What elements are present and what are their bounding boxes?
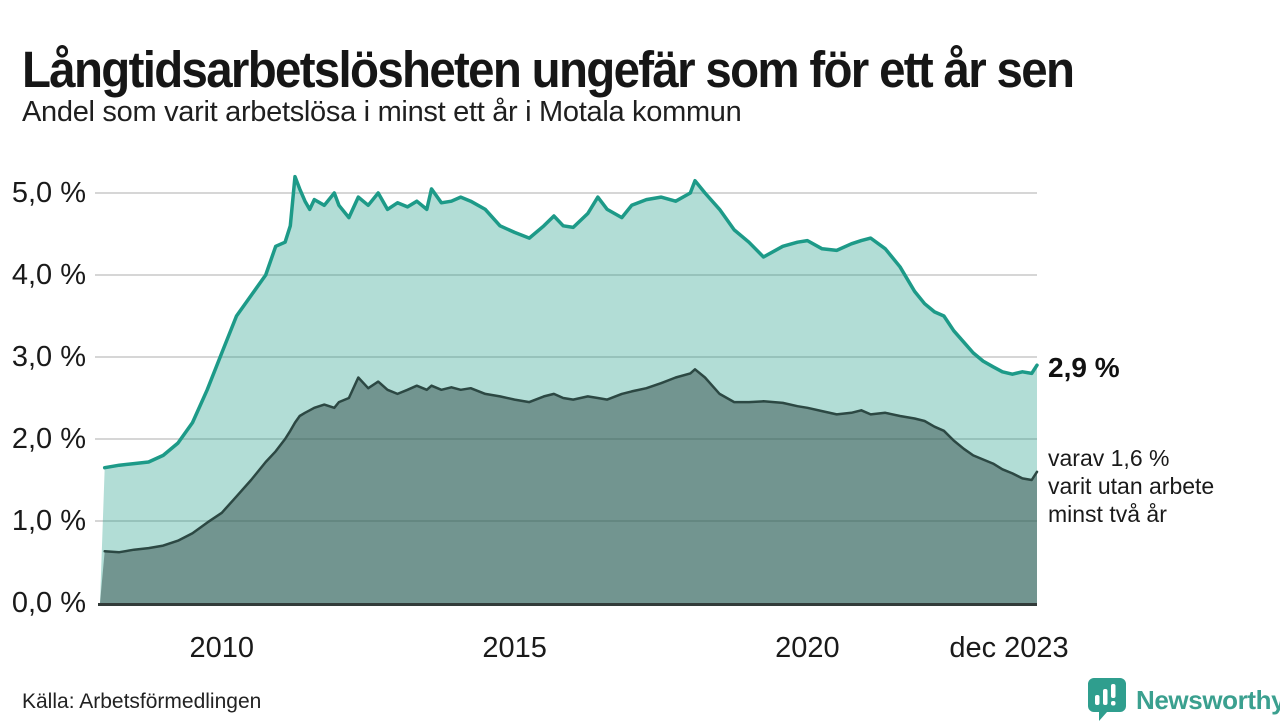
x-tick-label: 2015 — [482, 632, 547, 664]
newsworthy-icon — [1088, 678, 1126, 721]
newsworthy-logo: Newsworthy — [1084, 676, 1280, 722]
line-two-years — [103, 368, 1039, 554]
newsworthy-wordmark: Newsworthy — [1136, 684, 1280, 715]
secondary-value-label: varav 1,6 % varit utan arbete minst två … — [1048, 444, 1214, 528]
area-two-years — [100, 369, 1037, 603]
page-title: Långtidsarbetslösheten ungefär som för e… — [22, 41, 1075, 99]
area-total — [100, 176, 1037, 603]
line-total — [102, 174, 1039, 470]
secondary-value-line: minst två år — [1048, 501, 1167, 527]
chart-subtitle: Andel som varit arbetslösa i minst ett å… — [22, 96, 742, 128]
source-credit: Källa: Arbetsförmedlingen — [22, 690, 262, 713]
secondary-value-line: varav 1,6 % — [1048, 445, 1170, 471]
y-tick-label: 2,0 % — [11, 423, 86, 455]
y-tick-label: 1,0 % — [11, 505, 86, 537]
latest-value-label: 2,9 % — [1048, 352, 1120, 383]
x-tick-label: dec 2023 — [949, 632, 1069, 664]
secondary-value-line: varit utan arbete — [1048, 473, 1215, 499]
y-tick-label: 4,0 % — [11, 259, 86, 291]
y-tick-label: 3,0 % — [11, 341, 86, 373]
y-tick-label: 0,0 % — [11, 587, 86, 619]
x-tick-label: 2010 — [189, 632, 255, 664]
x-tick-label: 2020 — [775, 632, 840, 664]
y-tick-label: 5,0 % — [11, 177, 86, 209]
